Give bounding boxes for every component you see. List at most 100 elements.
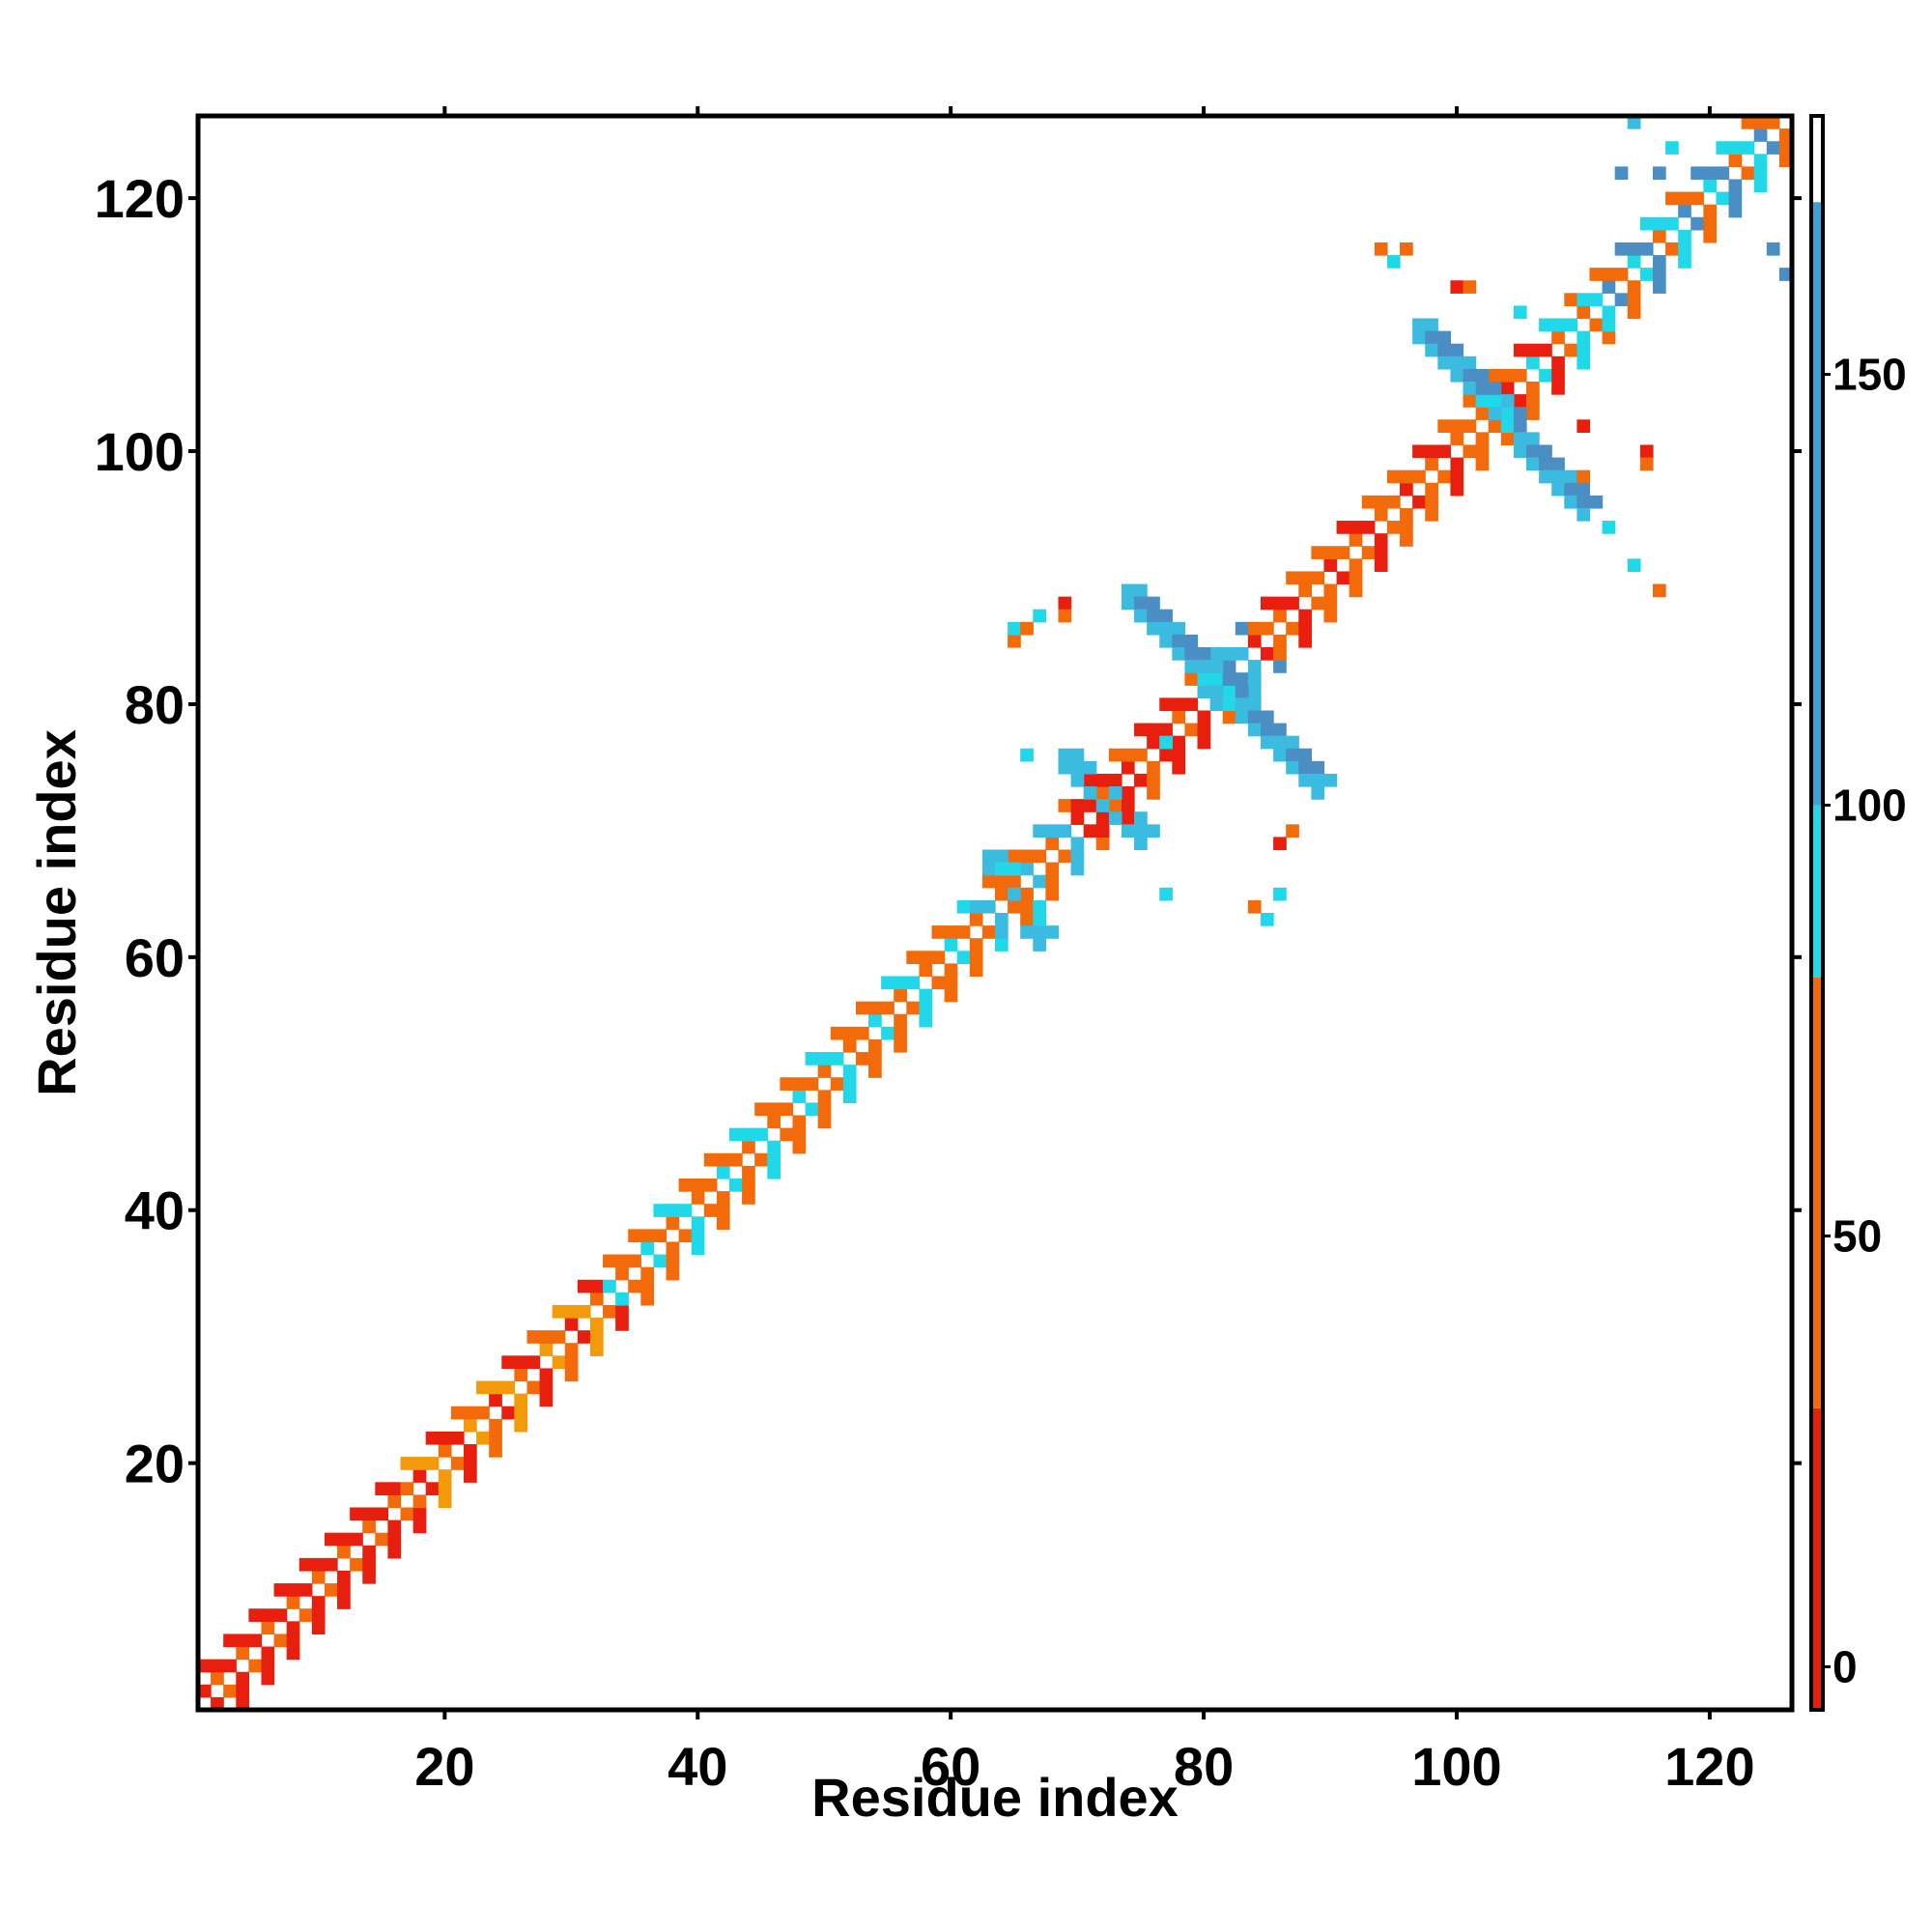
heatmap-cell [1577,293,1591,307]
heatmap-cell [1374,546,1388,559]
heatmap-cell [450,1457,465,1470]
heatmap-cell [1513,394,1527,408]
heatmap-cell [350,1557,363,1572]
heatmap-cell [273,1608,288,1622]
heatmap-cell [261,1659,275,1673]
heatmap-cell [1172,634,1186,648]
x-tick-label: 40 [668,1736,727,1797]
heatmap-cell [1286,824,1299,838]
heatmap-cell [615,1304,629,1319]
heatmap-cell [1437,444,1452,459]
heatmap-cell [248,1659,263,1673]
heatmap-cell [1488,382,1502,395]
heatmap-cell [894,1026,907,1040]
heatmap-cell [1412,318,1426,332]
heatmap-cell [956,951,971,964]
heatmap-cell [780,1127,794,1142]
heatmap-cell [691,1191,705,1205]
heatmap-cell [855,1026,869,1040]
heatmap-cell [1070,862,1085,876]
heatmap-cell [1095,824,1110,838]
heatmap-cell [539,1343,554,1356]
heatmap-cell [1298,748,1312,762]
heatmap-cell [1526,407,1540,420]
heatmap-cell [1184,660,1199,673]
heatmap-cell [1425,444,1438,459]
heatmap-cell [1678,242,1691,256]
heatmap-cell [1500,382,1515,395]
heatmap-cell [1247,899,1262,914]
heatmap-cell [489,1380,502,1395]
heatmap-cell [1197,723,1211,737]
heatmap-cell [1273,660,1287,673]
heatmap-cell [223,1634,237,1648]
heatmap-cell [805,1077,819,1091]
heatmap-cell [362,1507,376,1521]
heatmap-cell [324,1532,338,1547]
y-axis-label: Residue index [26,729,87,1096]
heatmap-cell [464,1444,477,1458]
heatmap-cell [387,1520,402,1534]
colorbar: 0 50 100 150 [1809,114,1907,1712]
heatmap-cell [286,1646,300,1661]
heatmap-cell [1526,343,1540,357]
heatmap-cell [868,1038,882,1053]
heatmap-cell [1450,368,1464,383]
heatmap-cell [1247,672,1262,686]
heatmap-cell [1311,786,1325,800]
heatmap-cell [792,1127,807,1142]
heatmap-cell [1197,672,1211,686]
heatmap-cell [1247,723,1262,737]
heatmap-cell [1639,444,1654,459]
heatmap-cell [476,1406,490,1420]
heatmap-cell [211,1696,224,1711]
heatmap-cell [387,1545,402,1559]
heatmap-cell [1172,647,1186,661]
heatmap-cell [1273,837,1287,851]
heatmap-cell [1678,255,1691,269]
heatmap-cell [1033,913,1046,926]
heatmap-cell [1172,697,1186,712]
heatmap-cell [1349,583,1363,598]
heatmap-cell [1564,482,1577,497]
heatmap-cell [1020,887,1034,901]
heatmap-cell [1159,723,1173,737]
heatmap-cell [1778,268,1793,281]
heatmap-cell [792,1140,807,1154]
heatmap-cell [1539,343,1552,357]
heatmap-cell [539,1330,554,1344]
heatmap-cell [1261,710,1274,724]
heatmap-cell [931,925,946,939]
heatmap-cell [691,1216,705,1230]
heatmap-cell [931,951,946,964]
heatmap-cell [501,1380,515,1395]
heatmap-cell [1665,191,1679,206]
heatmap-cell [1703,204,1718,218]
heatmap-cell [1209,697,1224,712]
heatmap-cell [1020,913,1034,926]
heatmap-cell [1058,748,1072,762]
heatmap-cell [653,1229,668,1243]
heatmap-cell [1652,229,1666,243]
heatmap-cell [1361,521,1376,534]
heatmap-cell [412,1494,427,1509]
heatmap-cell [1690,216,1704,231]
heatmap-cell [223,1684,237,1698]
heatmap-cell [969,913,983,926]
heatmap-cell [1412,469,1426,484]
heatmap-cell [1298,609,1312,623]
heatmap-cell [1045,824,1060,838]
heatmap-cell [1450,419,1464,433]
heatmap-cell [1222,660,1236,673]
heatmap-cell [1425,343,1438,357]
heatmap-cell [1703,216,1718,231]
heatmap-cell [1602,268,1616,281]
heatmap-cell [514,1355,528,1370]
heatmap-cell [944,988,958,1003]
heatmap-cell [1323,596,1338,611]
heatmap-cell [1577,305,1591,320]
heatmap-cell [1589,293,1604,307]
heatmap-cell [1033,609,1046,623]
colorbar-tick-label: 50 [1833,1210,1882,1261]
heatmap-cell [894,1013,907,1028]
